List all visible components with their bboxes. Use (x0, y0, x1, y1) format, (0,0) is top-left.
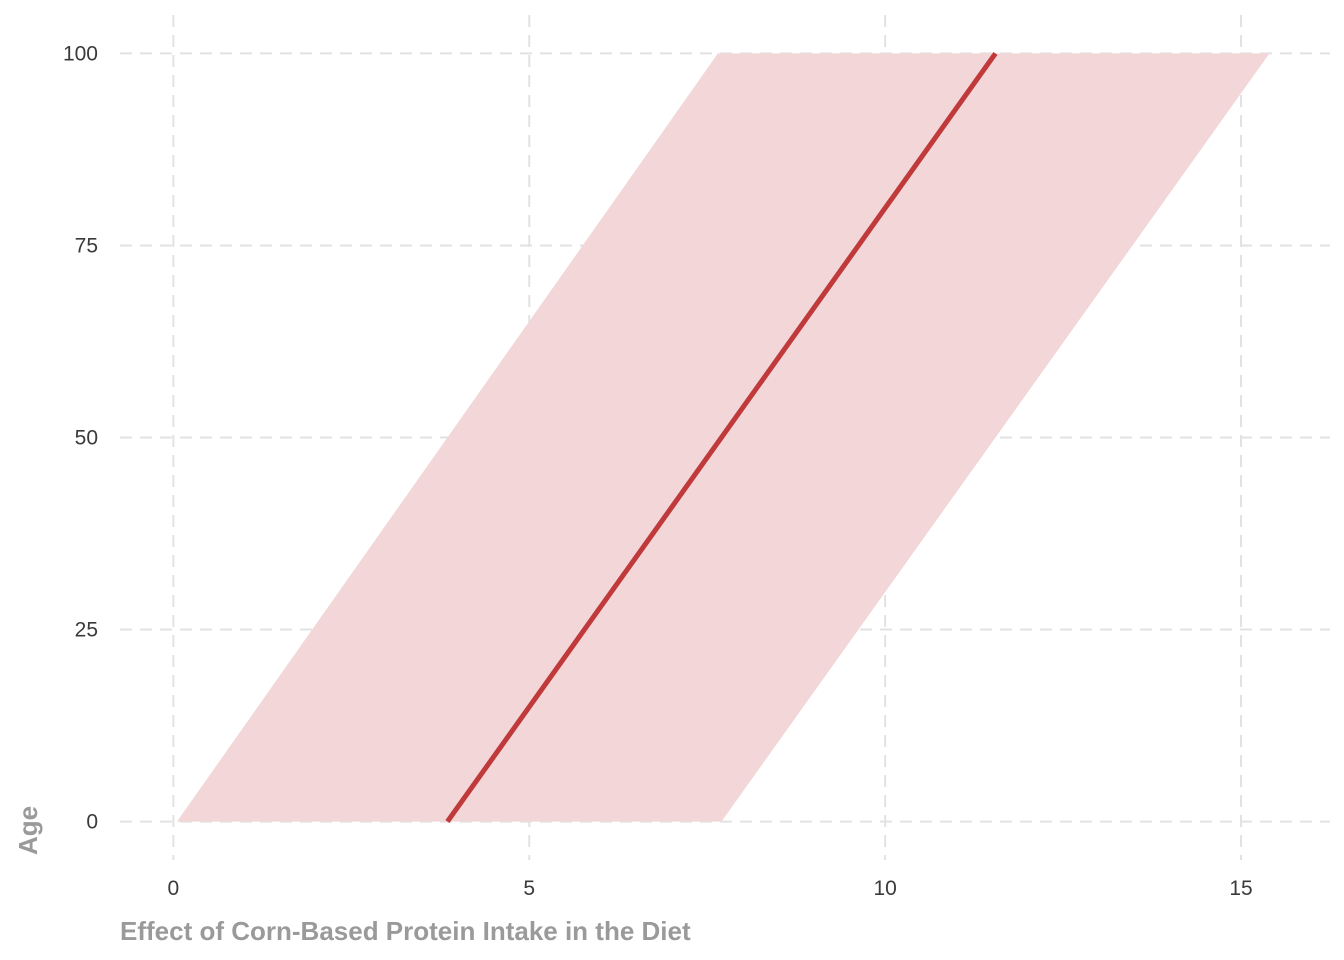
y-tick-label: 75 (75, 234, 98, 257)
x-axis-title: Effect of Corn-Based Protein Intake in t… (120, 916, 691, 946)
fit-line (445, 51, 998, 824)
y-tick-label: 25 (75, 619, 98, 642)
y-tick-labels: 0 25 50 75 100 (63, 42, 98, 833)
x-tick-label: 10 (873, 877, 896, 900)
y-tick-label: 50 (75, 427, 98, 450)
y-tick-label: 0 (86, 811, 98, 834)
fit-line-layer (445, 51, 998, 824)
y-axis-title: Age (13, 806, 43, 855)
x-tick-label: 0 (168, 877, 180, 900)
x-tick-label: 15 (1229, 877, 1252, 900)
y-tick-label: 100 (63, 42, 98, 65)
x-tick-label: 5 (523, 877, 535, 900)
x-tick-labels: 0 5 10 15 (168, 877, 1253, 900)
